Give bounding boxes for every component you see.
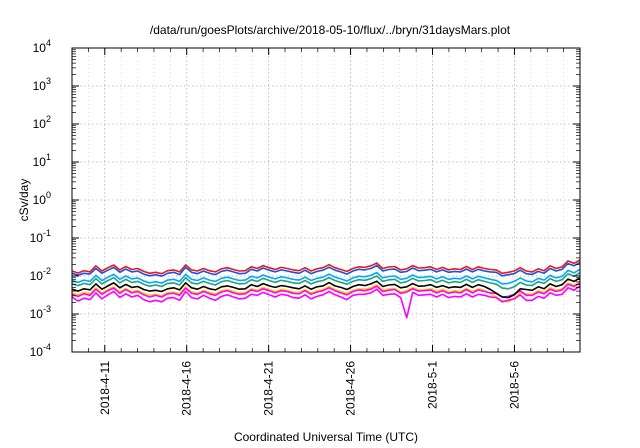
x-tick-label: 2018-4-16 — [180, 361, 194, 416]
y-tick-label: 103 — [33, 76, 51, 93]
y-tick-label: 10-1 — [30, 228, 51, 245]
y-tick-label: 104 — [33, 38, 51, 55]
series-line-7 — [71, 277, 581, 299]
series-line-1 — [71, 261, 581, 278]
x-tick-label: 2018-5-6 — [507, 361, 521, 409]
series-line-2 — [71, 272, 581, 290]
y-tick-label: 10-2 — [30, 266, 51, 283]
y-tick-label: 10-4 — [30, 342, 51, 359]
tick-layer — [72, 47, 580, 353]
grid — [72, 48, 580, 352]
y-tick-labels: 10-4 10-3 10-2 10-1 100 101 102 103 104 — [30, 38, 51, 359]
x-tick-label: 2018-4-11 — [98, 361, 112, 415]
series-line-0 — [71, 259, 581, 275]
x-tick-label: 2018-4-21 — [262, 361, 276, 416]
x-tick-labels: 2018-4-11 2018-4-16 2018-4-21 2018-4-26 2018… — [98, 361, 522, 416]
y-axis-label: cSv/day — [17, 179, 31, 222]
x-axis-label: Coordinated Universal Time (UTC) — [234, 430, 418, 444]
series-line-4 — [71, 281, 581, 303]
x-tick-label: 2018-5-1 — [426, 361, 440, 409]
series-line-3 — [71, 268, 581, 285]
series-layer — [71, 259, 581, 319]
y-tick-label: 10-3 — [30, 304, 51, 321]
y-tick-label: 102 — [33, 114, 51, 131]
y-tick-label: 100 — [33, 190, 51, 207]
chart-title: /data/run/goesPlots/archive/2018-05-10/f… — [150, 23, 511, 37]
y-tick-label: 101 — [33, 152, 51, 169]
x-tick-label: 2018-4-26 — [344, 361, 358, 416]
series-line-6 — [71, 285, 581, 319]
